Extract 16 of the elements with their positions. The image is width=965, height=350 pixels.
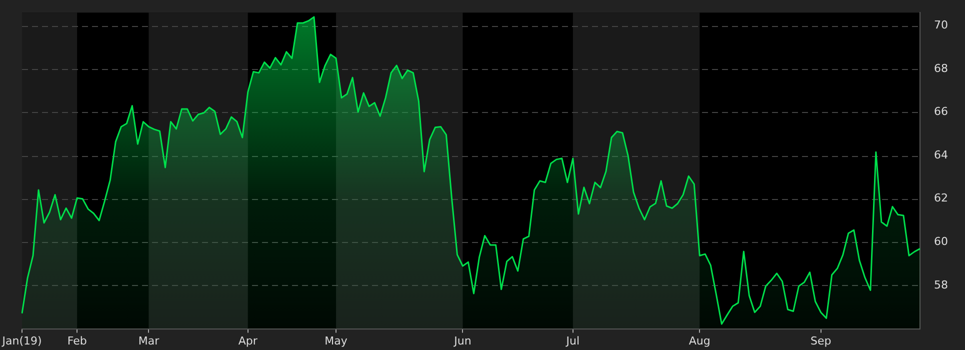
x-tick-label: May bbox=[324, 334, 348, 348]
y-tick-label: 64 bbox=[934, 148, 948, 162]
x-tick-label: Jan(19) bbox=[1, 334, 42, 348]
x-tick-label: Sep bbox=[810, 334, 832, 348]
x-tick-label: Jun bbox=[453, 334, 472, 348]
y-tick-label: 66 bbox=[934, 105, 948, 118]
y-tick-label: 58 bbox=[934, 278, 948, 292]
y-tick-label: 60 bbox=[934, 235, 948, 248]
x-tick-label: Jul bbox=[565, 334, 580, 348]
x-tick-label: Mar bbox=[138, 334, 160, 348]
y-tick-label: 68 bbox=[934, 62, 948, 75]
x-tick-label: Aug bbox=[688, 334, 710, 348]
x-tick-label: Apr bbox=[238, 334, 258, 348]
y-tick-label: 70 bbox=[934, 18, 948, 32]
x-tick-label: Feb bbox=[67, 334, 87, 348]
y-tick-label: 62 bbox=[934, 192, 948, 205]
